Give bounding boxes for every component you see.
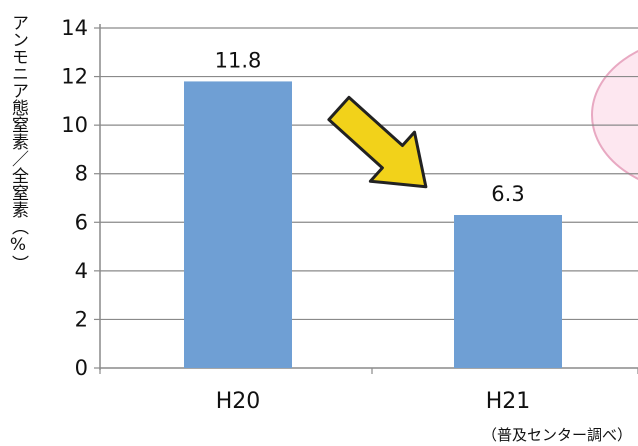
bar-h20: [184, 81, 292, 368]
x-category-label: H21: [486, 389, 531, 414]
bar-h21: [454, 215, 562, 368]
data-labels: 11.8 6.3: [215, 48, 525, 206]
arrow-shape: [327, 95, 428, 189]
y-tick-label: 2: [75, 307, 88, 331]
bar-value-label: 11.8: [215, 48, 262, 72]
y-tick-labels: 0 2 4 6 8 10 12 14: [61, 16, 88, 380]
y-tick-label: 12: [61, 65, 88, 89]
y-tick-label: 10: [61, 113, 88, 137]
y-tick-label: 0: [75, 356, 88, 380]
source-note: （普及センター調べ）: [482, 426, 632, 444]
x-category-label: H20: [216, 389, 261, 414]
speech-bubble-decoration: [591, 50, 638, 180]
y-tick-label: 6: [75, 210, 88, 234]
bars: [184, 81, 562, 368]
bar-value-label: 6.3: [491, 182, 524, 206]
y-tick-label: 8: [75, 162, 88, 186]
trend-arrow: [327, 95, 428, 189]
y-axis-label: アンモニア態窒素／全窒素（%）: [8, 14, 29, 272]
category-labels: H20 H21: [216, 389, 531, 414]
y-tick-label: 14: [61, 16, 88, 40]
y-tick-label: 4: [75, 259, 88, 283]
